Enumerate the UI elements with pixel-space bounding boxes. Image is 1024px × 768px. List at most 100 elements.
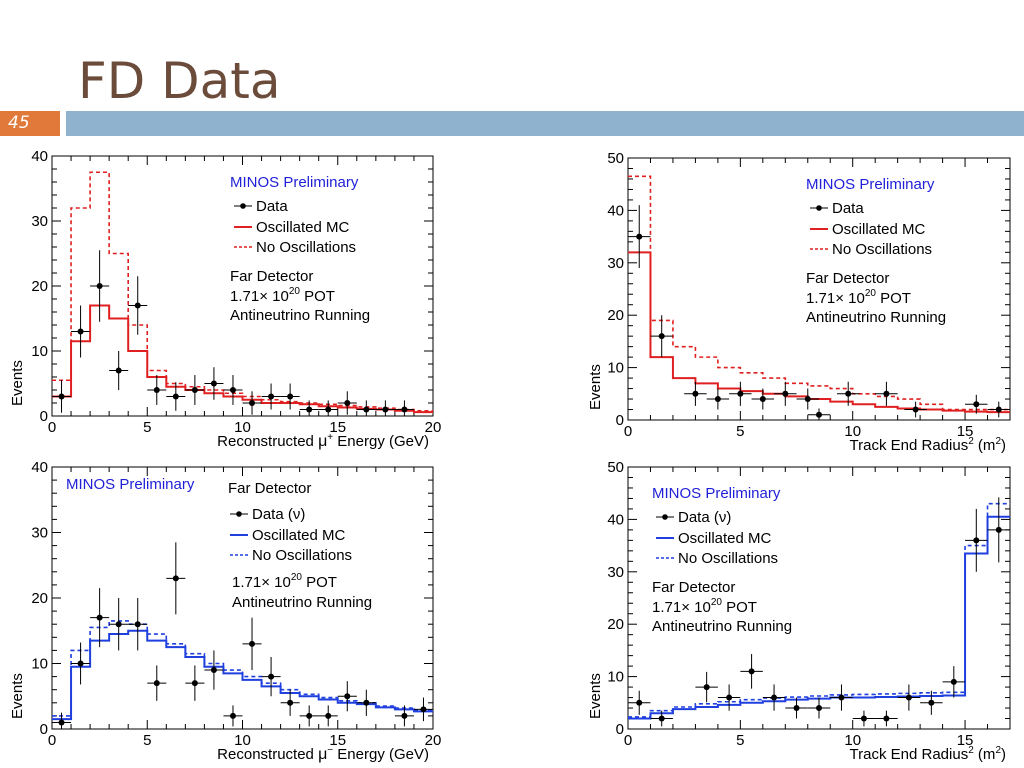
data-point — [875, 381, 898, 406]
data-point — [394, 705, 414, 727]
legend-osc-label: Oscillated MC — [256, 219, 350, 236]
data-marker — [229, 387, 236, 393]
legend-pot: 1.71× 1020 POT — [230, 286, 335, 305]
series-oscillated — [52, 304, 433, 414]
data-marker — [995, 526, 1002, 533]
data-marker — [995, 406, 1002, 413]
data-marker — [759, 396, 766, 403]
y-tick-label: 30 — [31, 525, 48, 542]
legend-pot-sup: 20 — [291, 572, 303, 583]
data-point — [965, 508, 988, 572]
data-point — [650, 315, 673, 358]
y-axis-label: Events — [9, 673, 26, 719]
data-point — [356, 400, 376, 416]
legend-noosc-label: No Oscillations — [252, 547, 352, 564]
x-tick-label: 10 — [844, 732, 861, 749]
data-marker — [420, 706, 427, 713]
data-point — [299, 400, 319, 416]
legend-pot-text: 1.71× 10 — [652, 599, 711, 616]
data-point — [729, 381, 752, 406]
legend-pot-text: POT — [876, 290, 911, 307]
data-marker — [748, 668, 755, 675]
data-point — [774, 381, 797, 406]
data-point — [280, 689, 300, 716]
y-tick-label: 50 — [607, 459, 624, 476]
data-marker — [306, 406, 313, 413]
legend-noosc-label: No Oscillations — [832, 241, 932, 258]
legend-pot-text: POT — [300, 288, 335, 305]
data-point — [785, 697, 808, 719]
legend-data-marker — [236, 511, 242, 517]
legend-header: Far Detector — [228, 480, 311, 497]
plot-bottom-right: 0 5 10 15 0 10 20 30 40 50 Events Track End Radius2… — [578, 457, 1024, 768]
y-tick-label: 0 — [40, 721, 48, 738]
legend-running: Antineutrino Running — [652, 618, 792, 635]
data-marker — [737, 390, 744, 397]
x-tick-label: 5 — [143, 732, 151, 749]
y-tick-label: 10 — [607, 360, 624, 377]
legend-detector: Far Detector — [230, 268, 313, 285]
data-marker — [658, 333, 665, 340]
legend-pot-sup: 20 — [289, 286, 301, 297]
data-marker — [172, 575, 179, 582]
x-label-sup: 2 — [968, 745, 974, 756]
data-point — [166, 542, 186, 615]
data-marker — [268, 673, 275, 680]
legend-osc-label: Oscillated MC — [832, 221, 926, 238]
legend-title: MINOS Preliminary — [230, 174, 359, 191]
data-marker — [905, 694, 912, 701]
data-point — [740, 654, 763, 689]
x-tick-label: 20 — [425, 419, 442, 436]
data-point — [147, 665, 167, 701]
x-tick-label: 0 — [624, 423, 632, 440]
data-point — [706, 388, 730, 410]
x-tick-label: 0 — [624, 732, 632, 749]
data-marker — [172, 393, 179, 400]
x-label-text: Track End Radius — [850, 437, 969, 454]
y-tick-label: 30 — [31, 213, 48, 230]
data-point — [318, 400, 338, 416]
title-bar — [66, 111, 1024, 136]
data-point — [751, 388, 775, 410]
legend-data-label: Data — [256, 198, 288, 215]
data-marker — [58, 393, 65, 400]
legend-title: MINOS Preliminary — [66, 476, 195, 493]
y-tick-label: 20 — [31, 590, 48, 607]
x-tick-label: 0 — [48, 732, 56, 749]
y-axis-label: Events — [9, 360, 26, 406]
data-marker — [973, 537, 980, 544]
data-marker — [287, 393, 294, 400]
series-oscillated — [628, 515, 1010, 720]
data-marker — [210, 380, 217, 387]
data-point — [90, 250, 110, 322]
legend-pot-text: 1.71× 10 — [230, 288, 289, 305]
chart-energy-minus: 0 5 10 15 20 0 10 20 30 40 Events Reconstructed μ− … — [9, 459, 441, 763]
data-marker — [191, 387, 198, 393]
legend-running: Antineutrino Running — [230, 307, 370, 324]
data-point — [166, 382, 186, 411]
y-tick-label: 40 — [607, 202, 624, 219]
y-tick-label: 30 — [607, 255, 624, 272]
y-tick-label: 10 — [31, 343, 48, 360]
y-tick-label: 10 — [31, 656, 48, 673]
data-point — [109, 351, 129, 390]
legend-running: Antineutrino Running — [806, 309, 946, 326]
data-marker — [363, 699, 370, 706]
series-no-oscillations — [628, 175, 1010, 411]
data-point — [223, 375, 243, 405]
data-point — [318, 705, 338, 727]
data-marker — [268, 393, 275, 400]
y-tick-label: 10 — [607, 669, 624, 686]
data-point — [356, 689, 376, 716]
data-marker — [134, 621, 141, 628]
data-point — [897, 684, 921, 711]
y-tick-label: 40 — [607, 511, 624, 528]
x-label-symbol: μ — [318, 433, 327, 450]
x-label-text: Track End Radius — [850, 746, 969, 763]
legend-data-label: Data (ν) — [678, 509, 731, 526]
data-point — [836, 381, 860, 406]
data-marker — [838, 694, 845, 701]
legend-pot: 1.71× 1020 POT — [232, 572, 337, 591]
data-marker — [306, 712, 313, 719]
y-tick-label: 30 — [607, 564, 624, 581]
